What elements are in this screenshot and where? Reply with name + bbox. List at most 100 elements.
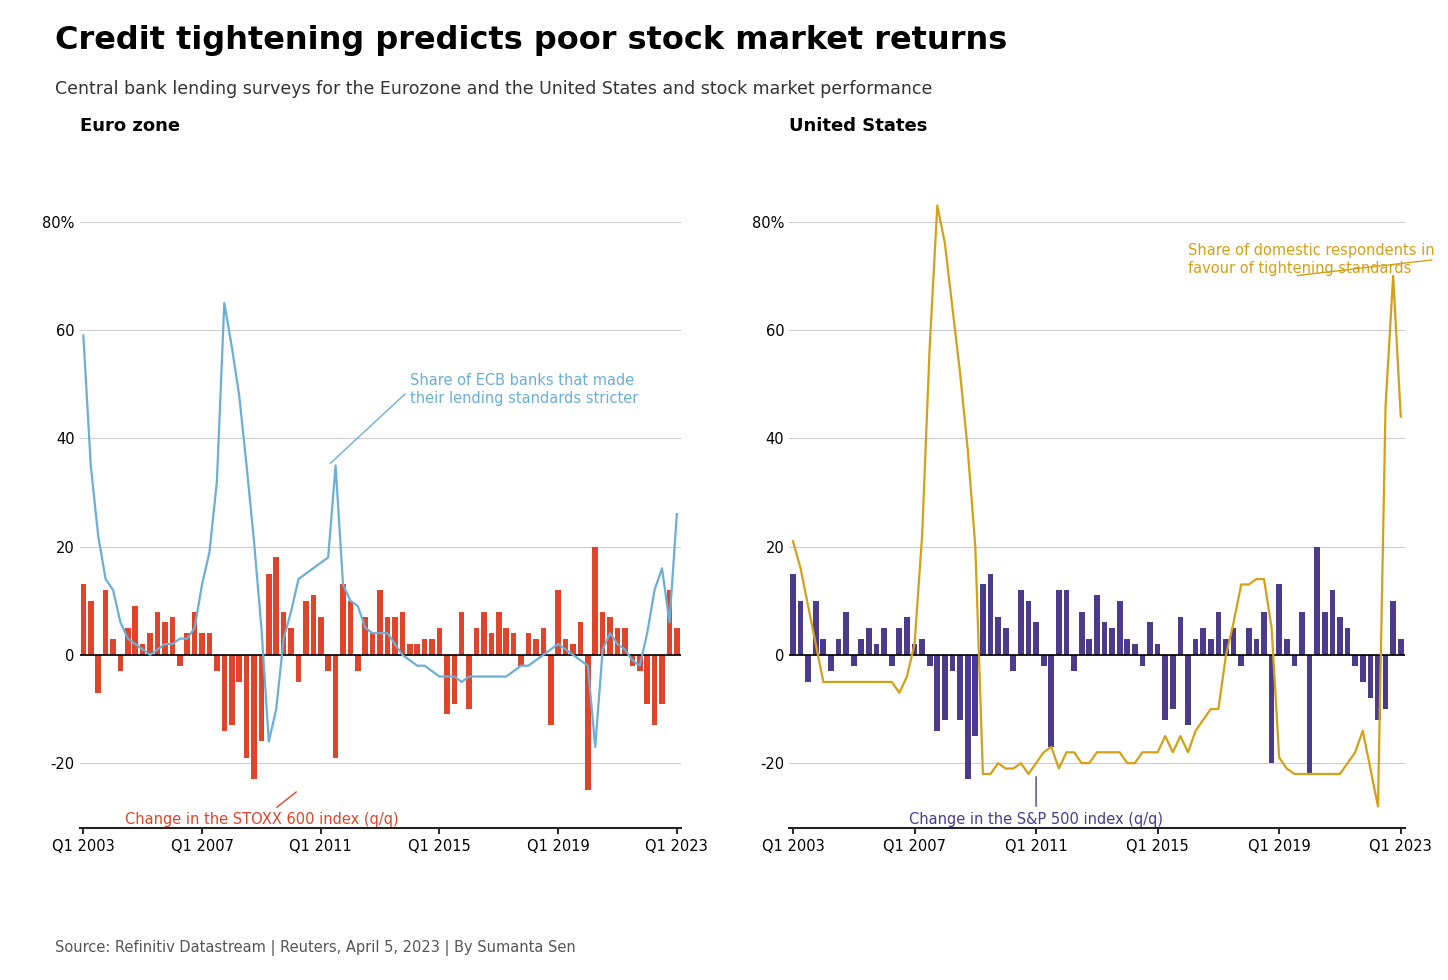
Bar — [421, 639, 427, 655]
Bar — [466, 655, 472, 709]
Bar — [859, 639, 864, 655]
Text: Source: Refinitiv Datastream | Reuters, April 5, 2023 | By Sumanta Sen: Source: Refinitiv Datastream | Reuters, … — [55, 940, 576, 956]
Bar — [177, 655, 182, 665]
Bar — [274, 558, 279, 655]
Bar — [414, 644, 420, 655]
Bar — [919, 639, 925, 655]
Bar — [1315, 547, 1321, 655]
Bar — [1079, 612, 1085, 655]
Bar — [184, 633, 190, 655]
Bar — [1003, 628, 1009, 655]
Bar — [1034, 622, 1038, 655]
Bar — [659, 655, 665, 704]
Bar — [1018, 590, 1024, 655]
Bar — [791, 573, 796, 655]
Bar — [644, 655, 650, 704]
Bar — [348, 601, 353, 655]
Bar — [980, 584, 986, 655]
Bar — [117, 655, 123, 671]
Bar — [675, 628, 679, 655]
Bar — [355, 655, 361, 671]
Bar — [1147, 622, 1153, 655]
Bar — [1254, 639, 1260, 655]
Text: Euro zone: Euro zone — [80, 117, 180, 134]
Bar — [988, 573, 993, 655]
Bar — [1284, 639, 1290, 655]
Bar — [1268, 655, 1274, 763]
Text: Change in the STOXX 600 index (q/q): Change in the STOXX 600 index (q/q) — [125, 792, 398, 827]
Bar — [1329, 590, 1335, 655]
Bar — [1215, 612, 1221, 655]
Bar — [1170, 655, 1176, 709]
Bar — [866, 628, 872, 655]
Bar — [511, 633, 517, 655]
Bar — [1140, 655, 1145, 665]
Bar — [488, 633, 494, 655]
Bar — [563, 639, 569, 655]
Bar — [995, 617, 1001, 655]
Bar — [155, 612, 161, 655]
Text: Share of ECB banks that made
their lending standards stricter: Share of ECB banks that made their lendi… — [330, 373, 639, 464]
Bar — [1184, 655, 1190, 725]
Bar — [1245, 628, 1251, 655]
Bar — [882, 628, 888, 655]
Bar — [1299, 612, 1305, 655]
Bar — [207, 633, 213, 655]
Bar — [251, 655, 256, 779]
Bar — [1125, 639, 1129, 655]
Bar — [1116, 601, 1122, 655]
Bar — [540, 628, 546, 655]
Bar — [1163, 655, 1169, 720]
Text: Share of domestic respondents in
favour of tightening standards: Share of domestic respondents in favour … — [1187, 243, 1435, 275]
Bar — [1306, 655, 1312, 774]
Bar — [148, 633, 153, 655]
Bar — [1397, 639, 1403, 655]
Bar — [429, 639, 434, 655]
Bar — [630, 655, 636, 665]
Text: Credit tightening predicts poor stock market returns: Credit tightening predicts poor stock ma… — [55, 24, 1008, 56]
Bar — [1360, 655, 1365, 682]
Bar — [943, 655, 948, 720]
Bar — [103, 590, 109, 655]
Bar — [288, 628, 294, 655]
Bar — [1200, 628, 1206, 655]
Bar — [547, 655, 553, 725]
Bar — [191, 612, 197, 655]
Bar — [556, 590, 560, 655]
Bar — [1064, 590, 1069, 655]
Bar — [259, 655, 264, 742]
Bar — [798, 601, 804, 655]
Bar — [369, 633, 375, 655]
Text: Central bank lending surveys for the Eurozone and the United States and stock ma: Central bank lending surveys for the Eur… — [55, 80, 933, 98]
Bar — [1072, 655, 1077, 671]
Bar — [378, 590, 382, 655]
Bar — [615, 628, 620, 655]
Bar — [1102, 622, 1108, 655]
Bar — [1337, 617, 1342, 655]
Text: United States: United States — [789, 117, 928, 134]
Bar — [437, 628, 442, 655]
Bar — [222, 655, 227, 731]
Bar — [1376, 655, 1381, 720]
Bar — [310, 595, 316, 655]
Bar — [592, 547, 598, 655]
Bar — [805, 655, 811, 682]
Bar — [812, 601, 818, 655]
Bar — [1238, 655, 1244, 665]
Bar — [229, 655, 235, 725]
Bar — [497, 612, 501, 655]
Bar — [133, 607, 138, 655]
Bar — [1345, 628, 1351, 655]
Bar — [571, 644, 576, 655]
Bar — [281, 612, 287, 655]
Bar — [326, 655, 332, 671]
Bar — [1025, 601, 1031, 655]
Bar — [481, 612, 487, 655]
Bar — [81, 584, 85, 655]
Bar — [964, 655, 970, 779]
Bar — [1095, 595, 1099, 655]
Bar — [1086, 639, 1092, 655]
Bar — [1292, 655, 1297, 665]
Bar — [666, 590, 672, 655]
Bar — [169, 617, 175, 655]
